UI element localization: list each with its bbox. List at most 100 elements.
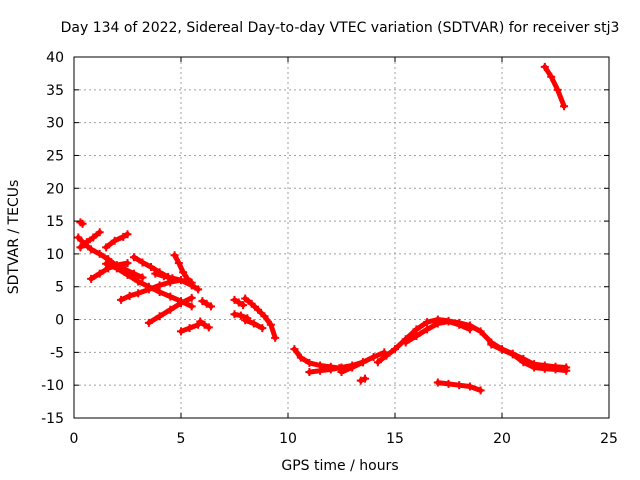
data-point bbox=[412, 331, 421, 340]
data-point bbox=[254, 305, 263, 314]
data-point bbox=[204, 323, 213, 332]
data-point bbox=[401, 338, 410, 347]
data-point bbox=[166, 292, 175, 301]
data-point bbox=[305, 358, 314, 367]
data-point bbox=[465, 382, 474, 391]
chart-axes: 0 5 10 15 20 25 -15 -10 -5 0 5 10 15 20 25 30 35 40 bbox=[41, 50, 618, 447]
data-point bbox=[185, 324, 194, 333]
data-point bbox=[356, 376, 365, 385]
data-point bbox=[465, 325, 474, 334]
data-point bbox=[433, 319, 442, 328]
data-point bbox=[200, 320, 209, 329]
data-point bbox=[123, 230, 132, 239]
data-point bbox=[76, 243, 85, 252]
data-point bbox=[134, 277, 143, 286]
x-tick-label: 25 bbox=[600, 431, 618, 447]
data-point bbox=[177, 276, 185, 285]
data-point bbox=[290, 345, 299, 354]
data-point bbox=[166, 305, 175, 314]
data-point bbox=[305, 368, 314, 377]
data-point bbox=[155, 312, 164, 321]
data-point bbox=[369, 352, 378, 361]
data-point bbox=[337, 368, 346, 377]
x-tick-label: 20 bbox=[493, 431, 511, 447]
chart-grid bbox=[74, 57, 609, 418]
data-point bbox=[104, 255, 113, 264]
data-point bbox=[144, 318, 153, 327]
data-point bbox=[206, 302, 215, 311]
data-point bbox=[187, 293, 196, 302]
data-point bbox=[87, 274, 96, 283]
y-axis-label: SDTVAR / TECUs bbox=[6, 180, 22, 295]
data-point bbox=[119, 232, 128, 241]
data-point bbox=[260, 312, 269, 321]
data-point bbox=[174, 259, 183, 268]
data-point bbox=[87, 245, 96, 254]
data-point bbox=[187, 278, 196, 287]
data-point bbox=[498, 345, 506, 354]
data-point bbox=[508, 350, 517, 359]
data-point bbox=[530, 363, 539, 372]
data-point bbox=[239, 301, 248, 310]
data-point bbox=[230, 295, 239, 304]
data-point bbox=[433, 378, 442, 387]
data-series-arc-3 bbox=[77, 229, 103, 250]
data-point bbox=[348, 363, 357, 372]
data-point bbox=[134, 289, 143, 298]
data-point bbox=[151, 269, 160, 278]
data-point bbox=[266, 320, 275, 329]
data-point bbox=[196, 317, 205, 326]
data-point bbox=[423, 325, 432, 334]
data-point bbox=[540, 62, 549, 71]
y-tick-label: 20 bbox=[46, 181, 64, 197]
data-point bbox=[455, 381, 464, 390]
data-point bbox=[95, 228, 104, 237]
data-point bbox=[358, 358, 367, 367]
data-point bbox=[241, 294, 250, 303]
plot-frame bbox=[73, 56, 610, 419]
data-point bbox=[547, 72, 556, 81]
data-point bbox=[202, 299, 211, 308]
y-tick-label: 40 bbox=[46, 50, 64, 66]
data-point bbox=[423, 318, 432, 327]
data-point bbox=[373, 358, 382, 367]
y-tick-label: 5 bbox=[55, 280, 64, 296]
data-point bbox=[476, 327, 485, 336]
data-point bbox=[102, 259, 111, 268]
data-point bbox=[89, 233, 98, 242]
data-point bbox=[125, 291, 134, 300]
y-tick-label: 10 bbox=[46, 247, 64, 263]
data-point bbox=[179, 268, 188, 277]
data-point bbox=[123, 270, 132, 279]
data-point bbox=[177, 327, 185, 336]
data-point bbox=[316, 366, 325, 375]
data-point bbox=[95, 249, 104, 258]
chart-series-group bbox=[74, 62, 571, 395]
data-point bbox=[102, 243, 111, 252]
data-point bbox=[562, 366, 571, 375]
data-series-arc-27 bbox=[542, 64, 567, 109]
data-point bbox=[553, 85, 562, 94]
data-point bbox=[194, 285, 203, 294]
data-point bbox=[147, 263, 156, 272]
data-point bbox=[296, 353, 305, 362]
data-point bbox=[117, 295, 126, 304]
data-point bbox=[487, 340, 496, 349]
x-tick-label: 15 bbox=[386, 431, 404, 447]
data-point bbox=[82, 238, 91, 247]
data-point bbox=[236, 311, 245, 320]
y-tick-label: -5 bbox=[50, 345, 64, 361]
data-point bbox=[123, 259, 132, 268]
data-point bbox=[170, 251, 179, 260]
data-point bbox=[155, 281, 164, 290]
data-point bbox=[560, 102, 569, 111]
chart-title: Day 134 of 2022, Sidereal Day-to-day VTE… bbox=[61, 20, 620, 36]
data-point bbox=[382, 351, 391, 360]
data-point bbox=[230, 310, 239, 319]
data-point bbox=[444, 317, 453, 326]
data-point bbox=[168, 274, 177, 283]
x-tick-label: 5 bbox=[177, 431, 186, 447]
data-point bbox=[476, 386, 485, 395]
